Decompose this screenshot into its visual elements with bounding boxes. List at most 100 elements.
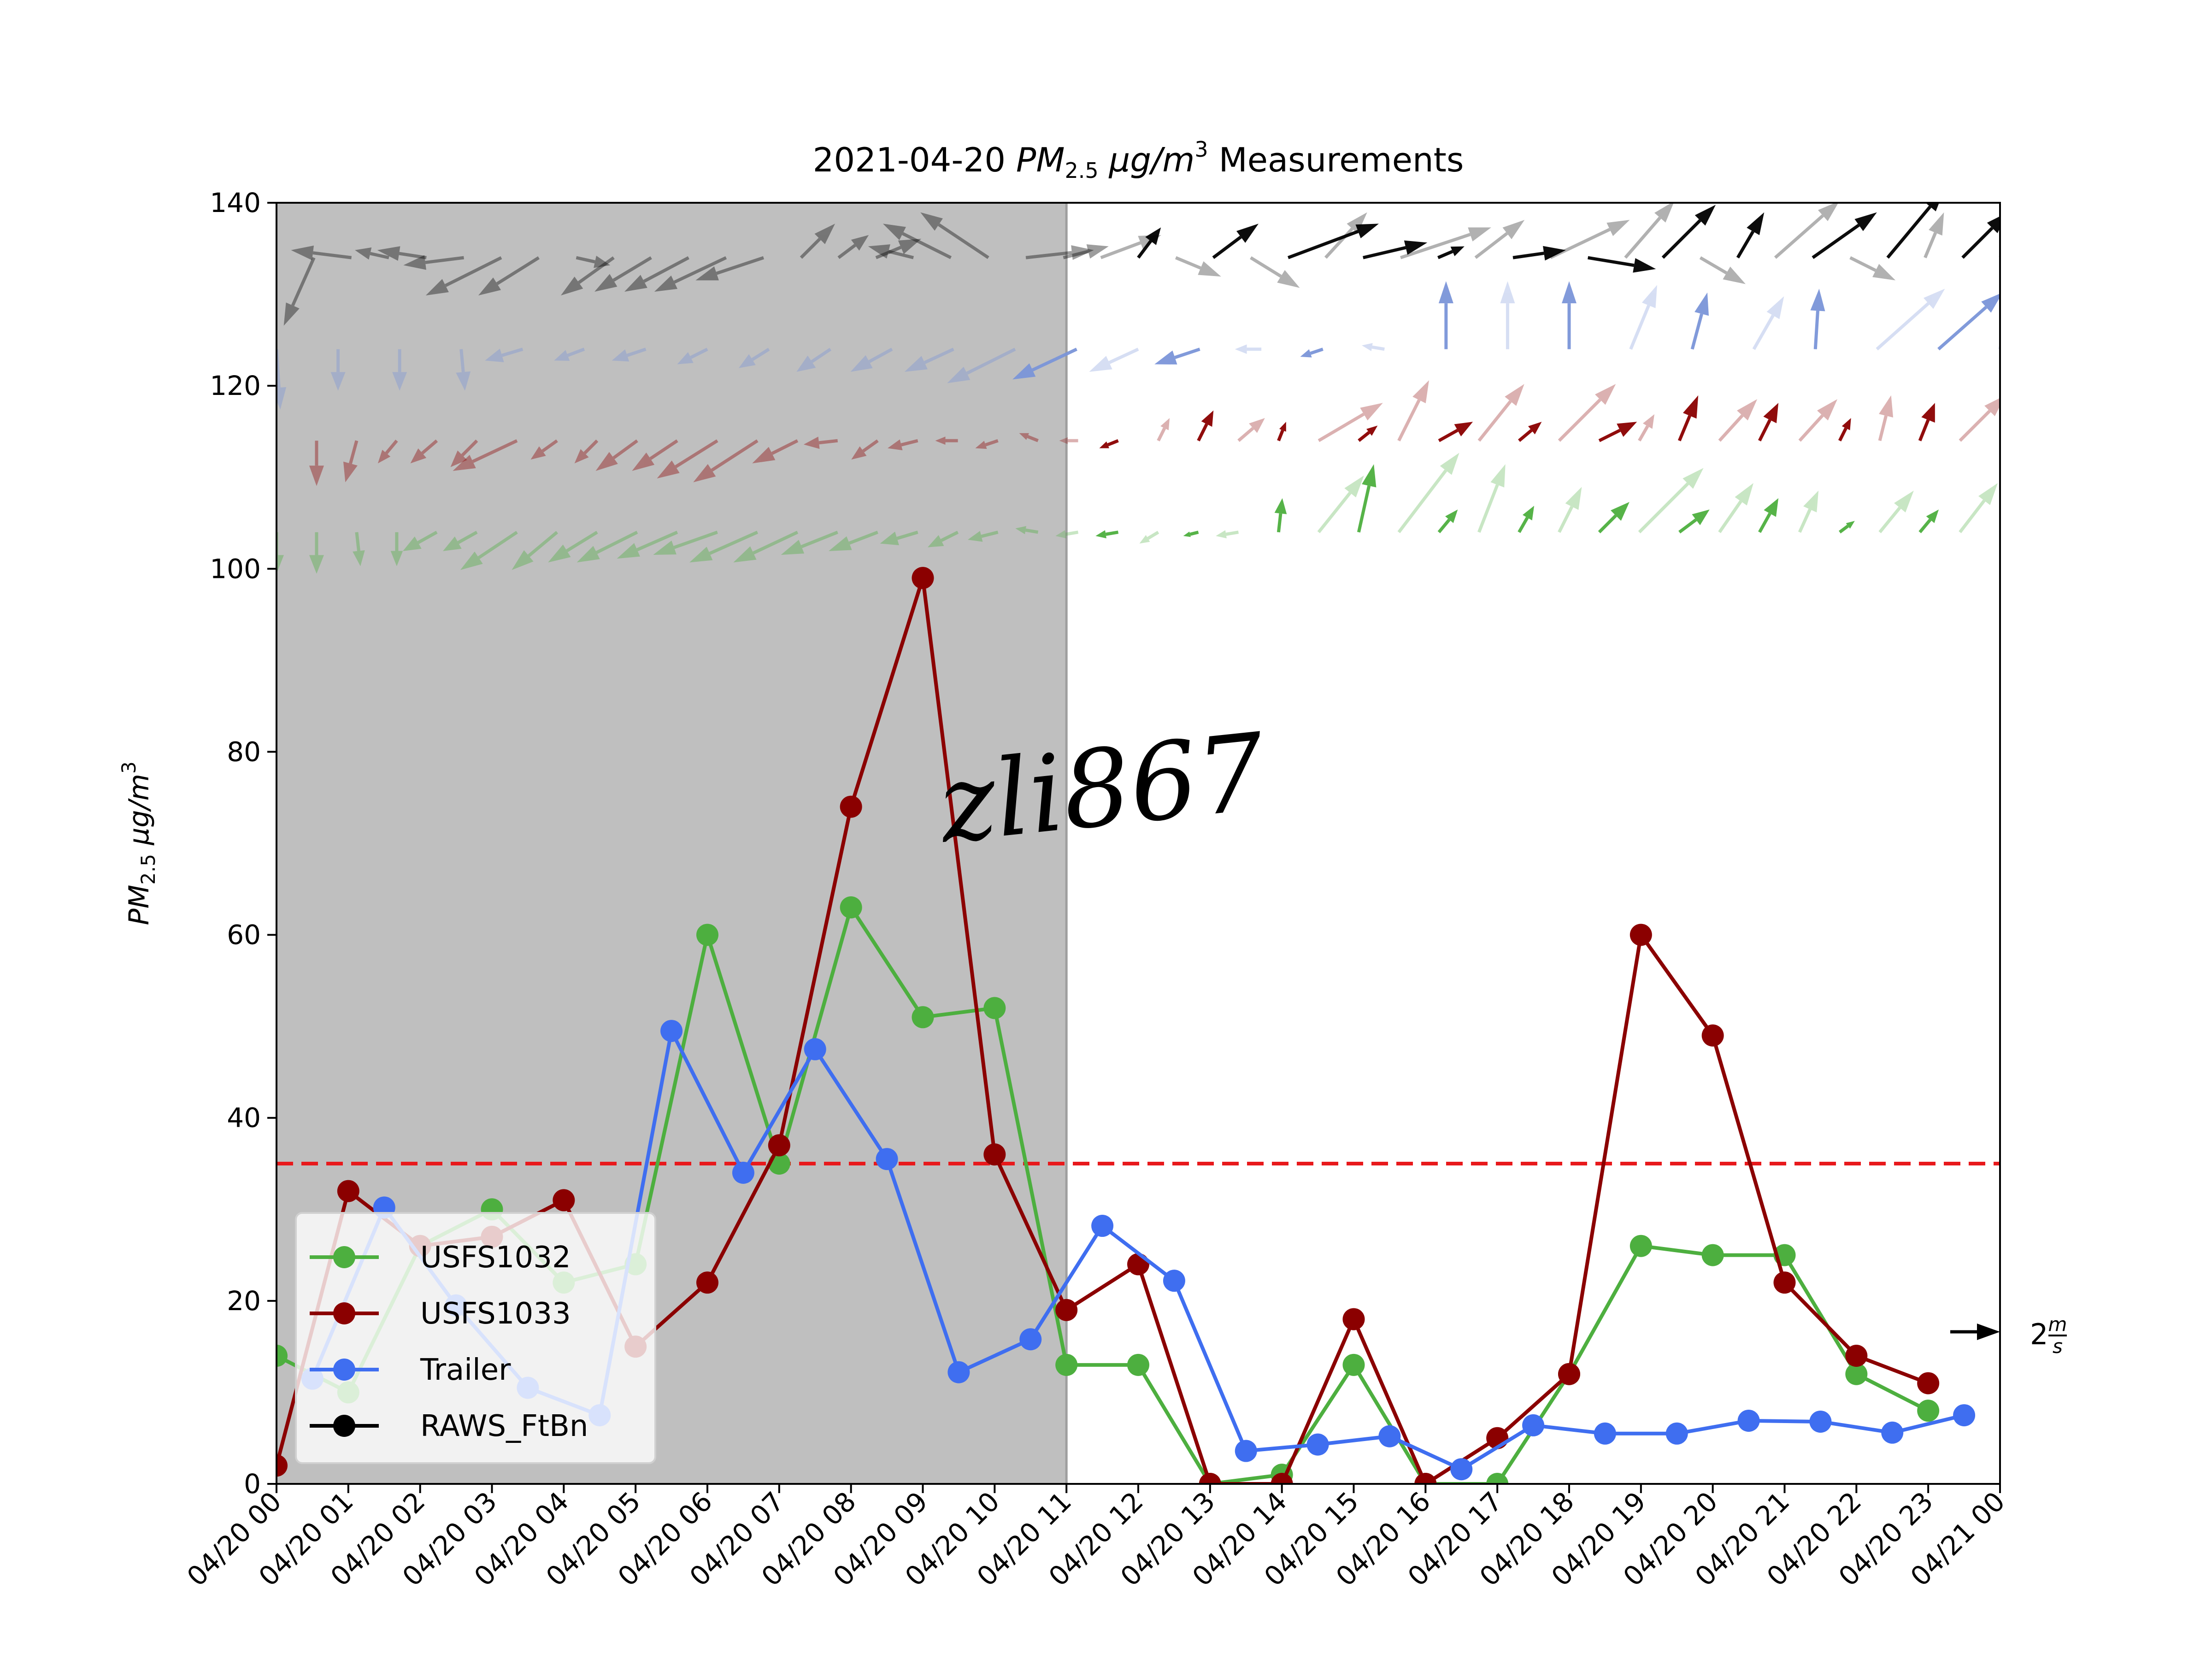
wind-arrow (1849, 256, 1896, 281)
data-point-trailer (1737, 1409, 1760, 1432)
wind-arrow (1235, 344, 1262, 354)
data-point-usfs1033 (1558, 1363, 1580, 1385)
wind-arrow (689, 530, 759, 563)
legend-label: USFS1033 (420, 1297, 571, 1331)
wind-arrow (1959, 398, 2000, 442)
data-point-trailer (876, 1148, 898, 1171)
data-point-usfs1033 (1199, 1473, 1221, 1484)
wind-arrow (837, 235, 869, 259)
wind-arrow (1477, 464, 1506, 533)
wind-arrow (888, 439, 918, 451)
wind-arrow (1629, 285, 1657, 350)
wind-arrow (1318, 403, 1383, 442)
wind-row-usfs1032 (276, 453, 2000, 574)
data-point-usfs1033 (1701, 1024, 1724, 1047)
wind-arrow (283, 257, 316, 326)
wind-arrow (967, 530, 999, 542)
wind-arrow (1558, 384, 1616, 442)
wind-arrow (1324, 212, 1367, 259)
chart-title: 2021-04-20 PM2.5 μg/m3 Measurements (813, 137, 1464, 183)
wind-arrow (975, 439, 999, 449)
wind-arrow (309, 441, 324, 486)
wind-arrow (1157, 418, 1170, 441)
wind-arrow (693, 439, 759, 482)
wind-arrow (1812, 212, 1877, 259)
data-point-usfs1033 (1917, 1372, 1940, 1394)
wind-arrow (1139, 530, 1159, 544)
wind-arrow (617, 530, 678, 559)
y-tick-label: 40 (227, 1102, 261, 1134)
wind-arrow (1175, 256, 1221, 277)
wind-arrow (1937, 294, 2000, 351)
data-point-usfs1033 (768, 1134, 790, 1157)
wind-arrow (403, 530, 438, 551)
wind-arrow (1500, 281, 1515, 349)
wind-arrow (1137, 227, 1161, 259)
wind-arrow (576, 255, 611, 268)
wind-arrows (276, 203, 2000, 574)
data-point-usfs1032 (1630, 1235, 1652, 1257)
data-point-trailer (1378, 1425, 1401, 1447)
data-point-trailer (1091, 1215, 1114, 1237)
data-point-trailer (732, 1161, 754, 1184)
wind-arrow (1924, 212, 1944, 259)
data-point-usfs1032 (1486, 1473, 1509, 1484)
wind-arrow (1055, 530, 1079, 539)
wind-arrow (1362, 343, 1385, 352)
wind-arrow (450, 439, 478, 467)
wind-arrow (1274, 498, 1287, 533)
wind-arrow (1798, 490, 1819, 533)
wind-arrow (595, 439, 638, 471)
wind-arrow (291, 245, 352, 260)
wind-arrow (1999, 439, 2000, 441)
data-point-usfs1032 (1055, 1353, 1078, 1376)
wind-arrow (733, 530, 799, 563)
wind-arrow (1019, 433, 1039, 442)
wind-arrow (512, 531, 559, 570)
wind-arrow (456, 349, 471, 391)
data-point-usfs1033 (1845, 1345, 1868, 1367)
wind-arrow (875, 239, 922, 259)
wind-arrow (624, 256, 689, 292)
wind-arrow (796, 347, 832, 372)
wind-arrow (1918, 509, 1939, 534)
wind-arrow (1549, 220, 1630, 259)
wind-arrow (1277, 422, 1286, 441)
wind-arrow (574, 439, 599, 464)
wind-arrow (850, 347, 893, 372)
wind-arrow (1089, 347, 1139, 372)
legend-label: RAWS_FtBn (420, 1409, 588, 1443)
legend-swatch-marker (333, 1359, 355, 1381)
wind-arrow (1661, 205, 1716, 259)
wind-arrow (1512, 246, 1566, 261)
legend-box (295, 1212, 656, 1464)
y-tick-label: 60 (227, 919, 261, 951)
wind-arrow (1810, 288, 1825, 349)
wind-arrow (1690, 292, 1709, 350)
wind-arrow (1212, 224, 1259, 259)
y-tick-label: 80 (227, 736, 261, 767)
legend-item-trailer: Trailer (310, 1353, 511, 1387)
wind-arrow (1357, 464, 1377, 533)
legend-item-usfs1033: USFS1033 (310, 1297, 571, 1331)
data-point-trailer (1306, 1433, 1329, 1456)
wind-arrow (677, 347, 708, 365)
legend-swatch-marker (333, 1302, 355, 1324)
data-point-trailer (1594, 1422, 1616, 1445)
wind-arrow (829, 530, 878, 551)
wind-arrow (1758, 498, 1779, 533)
wind-arrow (353, 532, 365, 566)
data-point-usfs1033 (1773, 1271, 1796, 1294)
y-tick-label: 0 (244, 1468, 261, 1500)
wind-arrow (1876, 288, 1945, 351)
wind-arrow (478, 256, 540, 296)
wind-scale-value: 2 (2030, 1318, 2048, 1351)
wind-arrow (1197, 410, 1214, 441)
data-point-usfs1033 (1630, 924, 1652, 946)
wind-arrow (1154, 347, 1200, 365)
wind-arrow (781, 530, 838, 555)
data-point-trailer (1019, 1328, 1042, 1351)
wind-arrow (928, 530, 959, 547)
wind-arrow (1059, 437, 1078, 444)
wind-arrow (390, 532, 403, 566)
